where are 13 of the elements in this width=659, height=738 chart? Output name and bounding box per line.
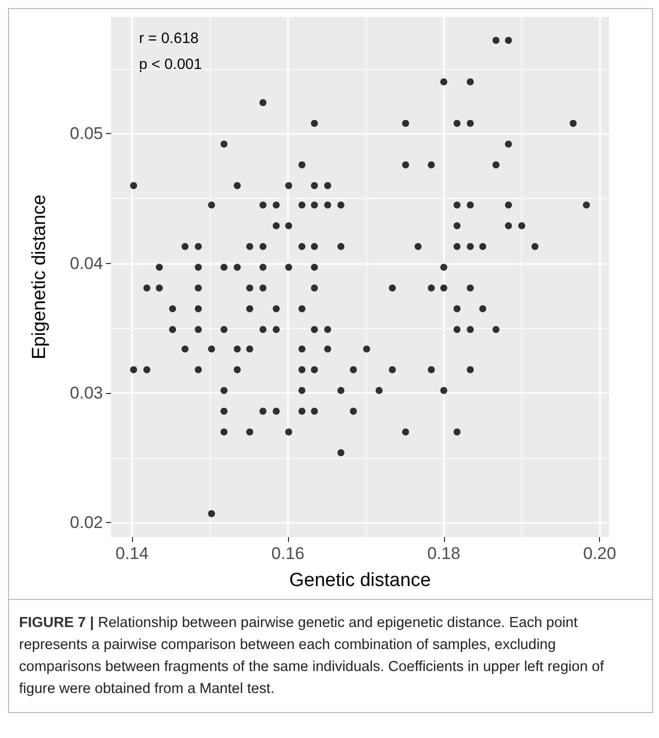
y-tick-label: 0.05: [70, 124, 103, 144]
x-tick-label: 0.14: [115, 544, 149, 563]
x-tick-label: 0.20: [583, 544, 616, 563]
caption: FIGURE 7 | Relationship between pairwise genetic and epigenetic distance. Each point represents a pairwise comparison between each combination of samples, excluding comparisons between fragments of the same individuals. Coefficients in upper left region of figure were obtained from a Mantel test.: [9, 599, 652, 712]
y-axis-title: Epigenetic distance: [29, 194, 50, 360]
x-axis-title: Genetic distance: [289, 570, 431, 591]
y-tick-label: 0.04: [70, 254, 103, 273]
y-tick-label: 0.03: [70, 384, 103, 403]
x-tick-label: 0.16: [271, 544, 304, 563]
annotation: r = 0.618: [139, 30, 199, 47]
x-tick-label: 0.18: [427, 544, 460, 563]
annotation: p < 0.001: [139, 56, 202, 73]
y-tick-label: 0.02: [70, 513, 103, 532]
